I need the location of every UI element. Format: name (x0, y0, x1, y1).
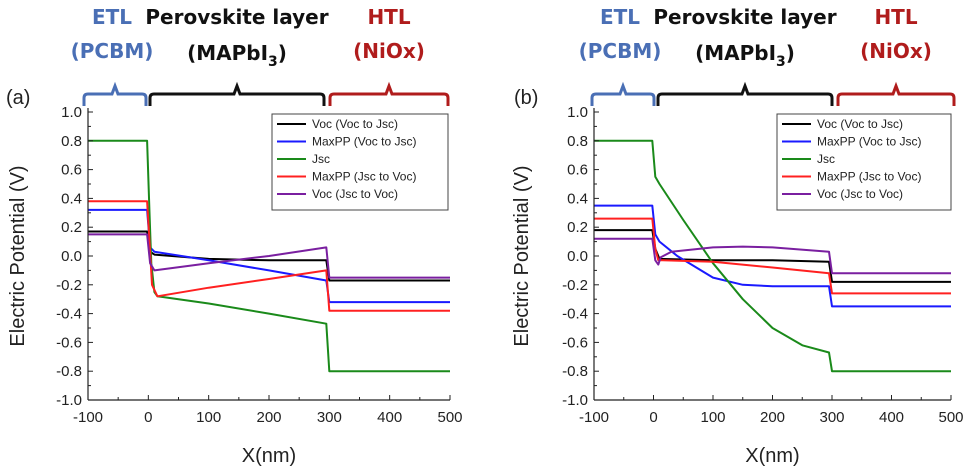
y-tick-label: 0.8 (567, 133, 588, 150)
htl-label: HTL (367, 5, 410, 29)
legend-label: Voc (Voc to Jsc) (312, 117, 398, 131)
y-tick-label: 1.0 (567, 104, 588, 121)
y-tick-label: -1.0 (56, 392, 82, 409)
x-tick-label: 100 (196, 409, 221, 426)
etl-label: ETL (92, 5, 132, 29)
perovskite-formula-main: (MAPbI (695, 41, 776, 65)
series-line-3 (594, 139, 951, 373)
y-tick-label: -0.4 (562, 306, 588, 323)
y-tick-label: 0.0 (567, 248, 588, 265)
legend-label: MaxPP (Jsc to Voc) (312, 170, 416, 184)
y-tick-label: -0.6 (56, 334, 82, 351)
series-line-4 (88, 200, 450, 312)
htl-label: HTL (874, 5, 917, 29)
chart-a: (a) -1.0 -0.8 -0.6 -0.4 -0.2 0.0 0.2 0.4 0.6 0.8 1.… (6, 87, 463, 467)
legend: Voc (Voc to Jsc) MaxPP (Voc to Jsc) Jsc Max… (776, 113, 952, 211)
perovskite-formula-sub: 3 (776, 54, 786, 70)
panel-b-header: ETL (PCBM) Perovskite layer (MAPbI3) HTL… (579, 5, 956, 106)
y-tick-label: 0.2 (567, 219, 588, 236)
x-tick-label: 0 (649, 409, 657, 426)
y-tick-label: -0.2 (56, 277, 82, 294)
x-tick-label: 200 (256, 409, 281, 426)
x-axis-title: X(nm) (745, 445, 799, 467)
panel-a-header: ETL (PCBM) Perovskite layer (MAPbI3) HTL… (71, 5, 450, 106)
series-line-4 (594, 217, 951, 295)
legend-label: Jsc (312, 152, 330, 166)
x-tick-label: 500 (938, 409, 963, 426)
x-tick-label: -100 (73, 409, 103, 426)
y-tick-label: -0.2 (562, 277, 588, 294)
y-tick-label: 0.4 (567, 190, 588, 207)
htl-material-label: (NiOx) (860, 39, 932, 63)
y-tick-label: 0.0 (61, 248, 82, 265)
legend-label: MaxPP (Voc to Jsc) (817, 135, 921, 149)
x-tick-label: 300 (819, 409, 844, 426)
legend-label: Voc (Voc to Jsc) (817, 117, 903, 131)
x-tick-label: 400 (879, 409, 904, 426)
y-tick-label: 0.6 (567, 162, 588, 179)
etl-material-label: (PCBM) (71, 39, 154, 63)
y-axis-title: Electric Potential (V) (7, 165, 29, 346)
y-tick-label: -0.8 (562, 363, 588, 380)
x-tick-label: 0 (144, 409, 152, 426)
x-tick-label: 500 (437, 409, 462, 426)
perovskite-brace (148, 81, 326, 106)
etl-material-label: (PCBM) (579, 39, 662, 63)
legend-label: MaxPP (Voc to Jsc) (312, 135, 416, 149)
perovskite-formula-sub: 3 (268, 54, 278, 70)
y-tick-label: 0.2 (61, 219, 82, 236)
y-tick-label: -0.4 (56, 306, 82, 323)
perovskite-label: Perovskite layer (653, 5, 836, 29)
y-tick-label: -1.0 (562, 392, 588, 409)
perovskite-brace (656, 81, 834, 106)
x-tick-label: 200 (760, 409, 785, 426)
series-line-5 (88, 233, 450, 279)
x-tick-label: 300 (317, 409, 342, 426)
panel-label: (b) (514, 87, 538, 109)
panel-label: (a) (6, 87, 30, 109)
y-axis-title: Electric Potential (V) (511, 165, 533, 346)
x-axis-title: X(nm) (242, 445, 296, 467)
etl-brace (590, 81, 656, 106)
legend-label: MaxPP (Jsc to Voc) (817, 170, 921, 184)
legend-label: Voc (Jsc to Voc) (817, 187, 903, 201)
x-tick-label: 100 (700, 409, 725, 426)
y-tick-label: 0.8 (61, 133, 82, 150)
y-tick-label: 0.6 (61, 162, 82, 179)
perovskite-formula-end: ) (786, 41, 795, 65)
legend: Voc (Voc to Jsc) MaxPP (Voc to Jsc) Jsc Max… (271, 113, 449, 211)
perovskite-material-label: (MAPbI3) (187, 41, 287, 70)
htl-brace (836, 81, 956, 106)
y-tick-label: -0.8 (56, 363, 82, 380)
perovskite-formula-end: ) (278, 41, 287, 65)
legend-label: Jsc (817, 152, 835, 166)
y-tick-label: 1.0 (61, 104, 82, 121)
series-line-5 (594, 237, 951, 275)
x-tick-label: 400 (377, 409, 402, 426)
perovskite-label: Perovskite layer (145, 5, 328, 29)
legend-label: Voc (Jsc to Voc) (312, 187, 398, 201)
etl-brace (82, 81, 148, 106)
perovskite-material-label: (MAPbI3) (695, 41, 795, 70)
htl-brace (328, 81, 450, 106)
y-tick-label: 0.4 (61, 190, 82, 207)
perovskite-formula-main: (MAPbI (187, 41, 268, 65)
chart-b: (b) -1.0 -0.8 -0.6 -0.4 -0.2 0.0 0.2 0.4 0.6 0.8 1.… (511, 87, 964, 467)
y-tick-label: -0.6 (562, 334, 588, 351)
x-tick-label: -100 (579, 409, 609, 426)
etl-label: ETL (600, 5, 640, 29)
series-line-2 (594, 204, 951, 308)
htl-material-label: (NiOx) (353, 39, 425, 63)
